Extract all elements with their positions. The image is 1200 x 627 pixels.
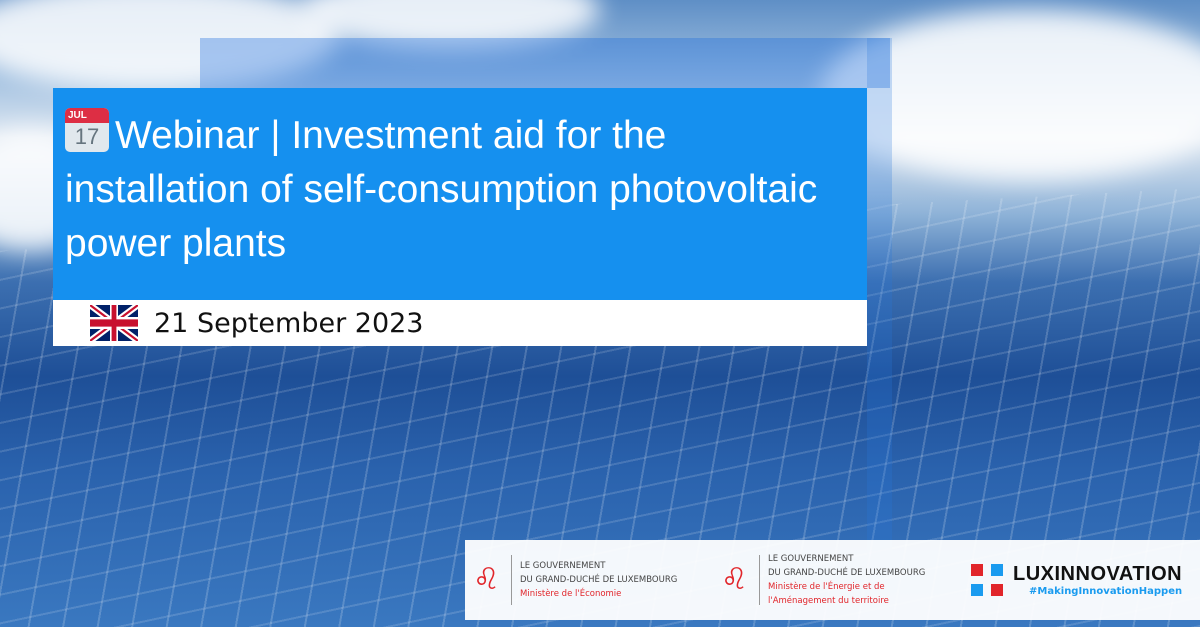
event-date: 21 September 2023 [154, 307, 424, 339]
red-lion-icon: ♌ [473, 562, 500, 597]
page-title: JUL 17 Webinar | Investment aid for the in… [65, 108, 818, 265]
logo-luxinnovation: LUXINNOVATION #MakingInnovationHappen [971, 563, 1182, 597]
partner-logos: ♌ LE GOUVERNEMENT DU GRAND-DUCHÉ DE LUXEM… [465, 540, 1200, 620]
title-box: JUL 17 Webinar | Investment aid for the in… [53, 88, 867, 300]
date-band: 21 September 2023 [53, 300, 867, 346]
luxinnovation-x-icon [971, 564, 1003, 596]
logo-ministry-economy: ♌ LE GOUVERNEMENT DU GRAND-DUCHÉ DE LUXEM… [473, 555, 713, 605]
calendar-icon: JUL 17 [65, 108, 109, 152]
logo-ministry-energy: ♌ LE GOUVERNEMENT DU GRAND-DUCHÉ DE LUXEM… [721, 554, 926, 606]
red-lion-icon: ♌ [721, 562, 748, 597]
uk-flag-icon [90, 305, 138, 341]
